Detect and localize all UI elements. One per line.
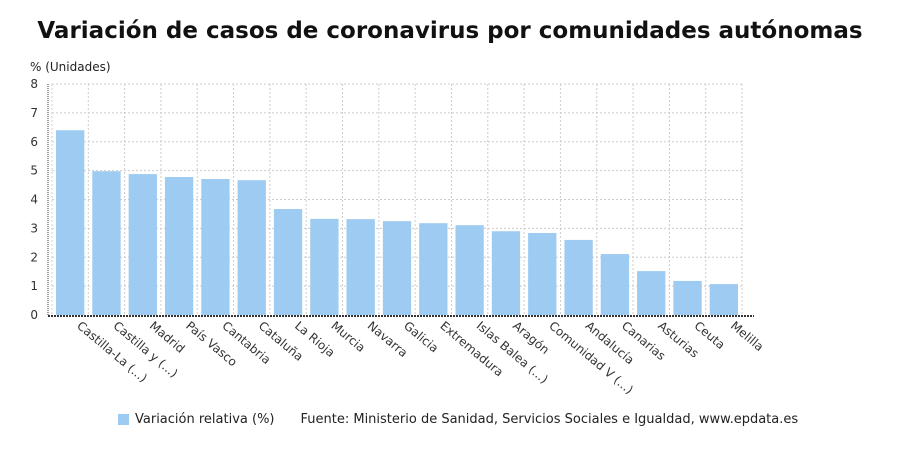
bar: [564, 239, 593, 315]
bar: [201, 178, 230, 315]
bar: [673, 280, 702, 315]
bar: [382, 221, 412, 315]
bar: [419, 223, 448, 315]
legend-swatch: [118, 414, 129, 425]
bar: [164, 176, 194, 315]
bar: [56, 130, 85, 315]
bar: [637, 271, 666, 315]
bar: [600, 254, 630, 315]
y-tick-label: 0: [30, 308, 38, 322]
bar: [237, 180, 266, 315]
x-tick-label: Extremadura: [437, 319, 506, 380]
bar: [128, 174, 157, 315]
y-tick-label: 1: [30, 279, 38, 293]
y-tick-label: 3: [30, 221, 38, 235]
bar: [455, 225, 484, 315]
bar: [92, 171, 121, 315]
bar: [310, 218, 339, 315]
y-tick-label: 5: [30, 164, 38, 178]
bar: [528, 232, 557, 315]
y-axis-label: % (Unidades): [30, 60, 111, 74]
bar: [273, 209, 303, 315]
x-tick-label: Melilla: [728, 319, 766, 354]
bar: [491, 231, 521, 315]
source-note: Fuente: Ministerio de Sanidad, Servicios…: [300, 412, 799, 427]
x-tick-label: Navarra: [365, 319, 411, 360]
legend: Variación relativa (%) Fuente: Ministeri…: [118, 412, 798, 427]
legend-label: Variación relativa (%): [135, 412, 275, 427]
y-tick-label: 2: [30, 250, 38, 264]
bar: [709, 284, 738, 315]
chart-title: Variación de casos de coronavirus por co…: [37, 18, 863, 44]
bar: [346, 219, 375, 315]
y-tick-label: 4: [30, 193, 38, 207]
y-tick-label: 6: [30, 135, 38, 149]
y-tick-label: 8: [30, 77, 38, 91]
y-tick-label: 7: [30, 106, 38, 120]
